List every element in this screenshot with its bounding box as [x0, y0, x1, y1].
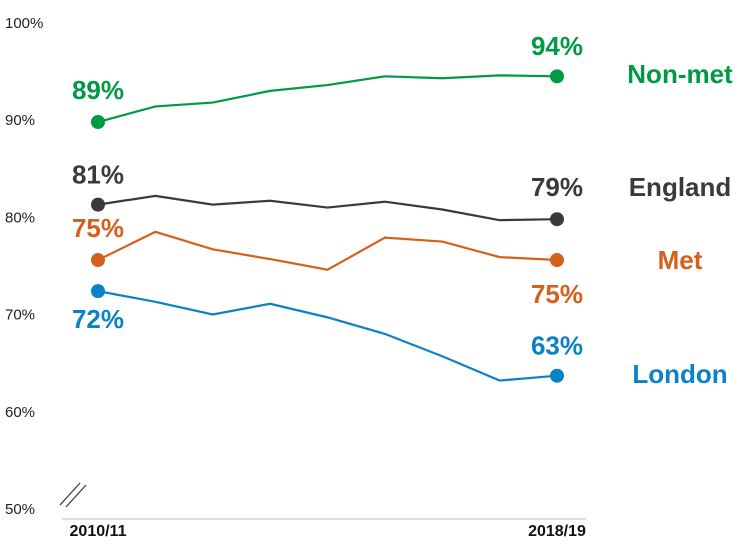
- series-name: England: [629, 172, 732, 202]
- y-tick-label: 60%: [5, 404, 35, 421]
- series-line: [97, 74, 558, 124]
- value-label: 63%: [531, 331, 583, 361]
- value-label: 72%: [72, 304, 124, 334]
- value-label: 94%: [531, 31, 583, 61]
- series-name: London: [632, 359, 727, 389]
- series-line: [97, 230, 558, 271]
- value-label: 81%: [72, 159, 124, 189]
- value-label: 75%: [72, 213, 124, 243]
- value-label: 75%: [531, 279, 583, 309]
- y-tick-label: 100%: [5, 15, 43, 32]
- x-tick-label: 2018/19: [528, 523, 586, 540]
- y-tick-label: 90%: [5, 112, 35, 129]
- value-label: 79%: [531, 172, 583, 202]
- series-line: [97, 194, 558, 222]
- axis-break: [59, 482, 87, 508]
- point: [550, 253, 564, 268]
- value-label: 89%: [72, 75, 124, 105]
- y-tick-label: 70%: [5, 307, 35, 324]
- point: [91, 284, 105, 299]
- point: [550, 212, 564, 227]
- y-tick-label: 50%: [5, 501, 35, 518]
- point: [550, 368, 564, 383]
- x-tick-label: 2010/11: [70, 523, 127, 540]
- point: [91, 197, 105, 212]
- y-tick-label: 80%: [5, 209, 35, 226]
- point: [91, 115, 105, 130]
- point: [91, 253, 105, 268]
- series-name: Met: [658, 245, 703, 275]
- point: [550, 69, 564, 84]
- series-name: Non-met: [627, 59, 733, 89]
- series-line: [97, 290, 558, 382]
